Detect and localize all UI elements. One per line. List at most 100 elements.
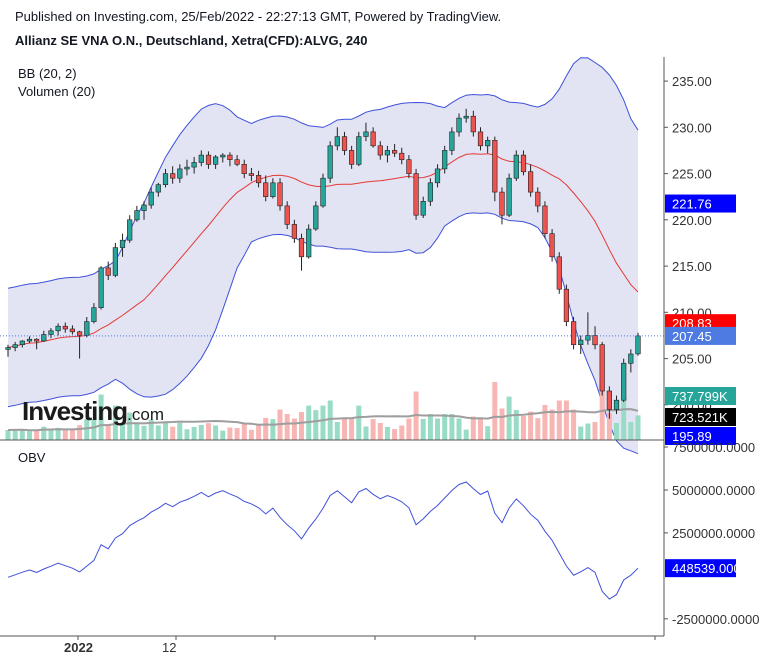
volume-bar <box>521 416 526 440</box>
candle-body <box>234 159 240 165</box>
volume-bar <box>392 429 398 440</box>
candle-body <box>434 168 441 184</box>
volume-bar <box>134 423 140 440</box>
candle-body <box>26 338 33 342</box>
candle-body <box>406 159 412 174</box>
volume-bar <box>213 425 219 440</box>
candle-body <box>377 145 383 156</box>
time-tick-label: 2022 <box>64 640 93 655</box>
volume-badge-bg <box>665 427 736 445</box>
volume-ma-line <box>7 408 639 432</box>
candle-body <box>578 339 584 346</box>
volume-bar <box>98 394 104 440</box>
volume-bar <box>77 425 83 440</box>
volume-bar <box>599 387 605 440</box>
volume-bar <box>234 428 240 440</box>
volume-bar <box>299 412 304 440</box>
instrument-title: Allianz SE VNA O.N., Deutschland, Xetra(… <box>15 33 368 48</box>
candle-body <box>227 154 233 161</box>
candle-body <box>527 171 534 193</box>
volume-bar <box>492 382 498 440</box>
volume-bar <box>127 412 133 440</box>
volume-bar <box>478 418 483 440</box>
volume-bar <box>384 426 390 440</box>
candle-body <box>492 140 498 193</box>
candle-body <box>69 328 75 333</box>
candle-body <box>391 150 398 154</box>
candle-body <box>98 267 104 308</box>
candle-body <box>535 191 541 207</box>
volume-bar <box>62 429 68 440</box>
volume-bar <box>34 430 40 440</box>
candle-body <box>105 267 111 276</box>
candle-body <box>170 173 176 179</box>
candle-body <box>442 150 448 170</box>
volume-bar <box>270 419 276 440</box>
volume-bar <box>563 400 569 440</box>
obv-badge: 448539.0000 <box>672 561 748 576</box>
volume-bar <box>256 424 262 440</box>
candle-body <box>213 156 219 165</box>
candle-body <box>41 334 47 342</box>
volume-bar <box>170 426 176 440</box>
volume-bar <box>435 418 440 440</box>
volume-badge: 737.799K <box>672 389 728 404</box>
volume-bar <box>55 427 61 440</box>
candle-body <box>542 205 548 234</box>
candle-body <box>191 162 197 168</box>
volume-bar <box>241 423 247 440</box>
price-badge-bg <box>665 326 736 345</box>
volume-bar <box>41 426 47 440</box>
candle-body <box>162 173 169 186</box>
obv-tick-label: 5000000.0000 <box>672 483 755 498</box>
volume-bar <box>628 422 634 440</box>
candle-body <box>334 136 340 147</box>
volume-bar <box>556 400 562 440</box>
published-note: Published on Investing.com, 25/Feb/2022 … <box>15 9 502 24</box>
candle-body <box>148 191 154 206</box>
candle-body <box>134 210 140 221</box>
volume-bar <box>327 400 333 440</box>
volume-bar <box>284 414 290 440</box>
bb-indicator-label[interactable]: BB (20, 2) <box>18 66 77 81</box>
volume-bar <box>177 423 183 440</box>
volume-indicator-label[interactable]: Volumen (20) <box>18 84 96 99</box>
candle-body <box>463 115 469 119</box>
candle-body <box>621 362 627 401</box>
volume-badge: 723.521K <box>672 410 728 425</box>
investing-logo: Investing.com <box>22 396 164 426</box>
volume-badge: 195.89 <box>672 429 712 444</box>
candle-body <box>112 247 118 276</box>
candle-body <box>298 238 305 258</box>
candle-body <box>320 177 326 207</box>
volume-bar <box>442 414 448 440</box>
volume-bar <box>470 416 476 440</box>
volume-bar <box>105 424 111 440</box>
candle-body <box>449 131 455 151</box>
volume-bar <box>485 426 491 440</box>
candle-body <box>599 344 605 392</box>
price-tick-label: 215.00 <box>672 259 712 274</box>
candle-body <box>327 145 333 179</box>
price-tick-label: 220.00 <box>672 213 712 228</box>
candle-body <box>549 233 555 258</box>
candle-body <box>456 117 462 133</box>
volume-bar <box>334 422 340 440</box>
candle-body <box>470 115 476 133</box>
volume-bar <box>528 411 534 440</box>
volume-bar <box>206 423 211 440</box>
volume-bar <box>420 418 426 440</box>
volume-bar <box>120 423 125 440</box>
volume-bar <box>614 423 619 440</box>
volume-bar <box>399 425 405 440</box>
bb-lower-line <box>7 212 639 455</box>
volume-bar <box>349 418 355 440</box>
candle-body <box>427 182 434 202</box>
obv-indicator-label[interactable]: OBV <box>18 450 46 465</box>
volume-bar <box>456 418 462 440</box>
price-tick-label: 225.00 <box>672 167 712 182</box>
candle-body <box>119 239 126 248</box>
candle-body <box>628 353 634 364</box>
volume-bar <box>184 429 190 440</box>
